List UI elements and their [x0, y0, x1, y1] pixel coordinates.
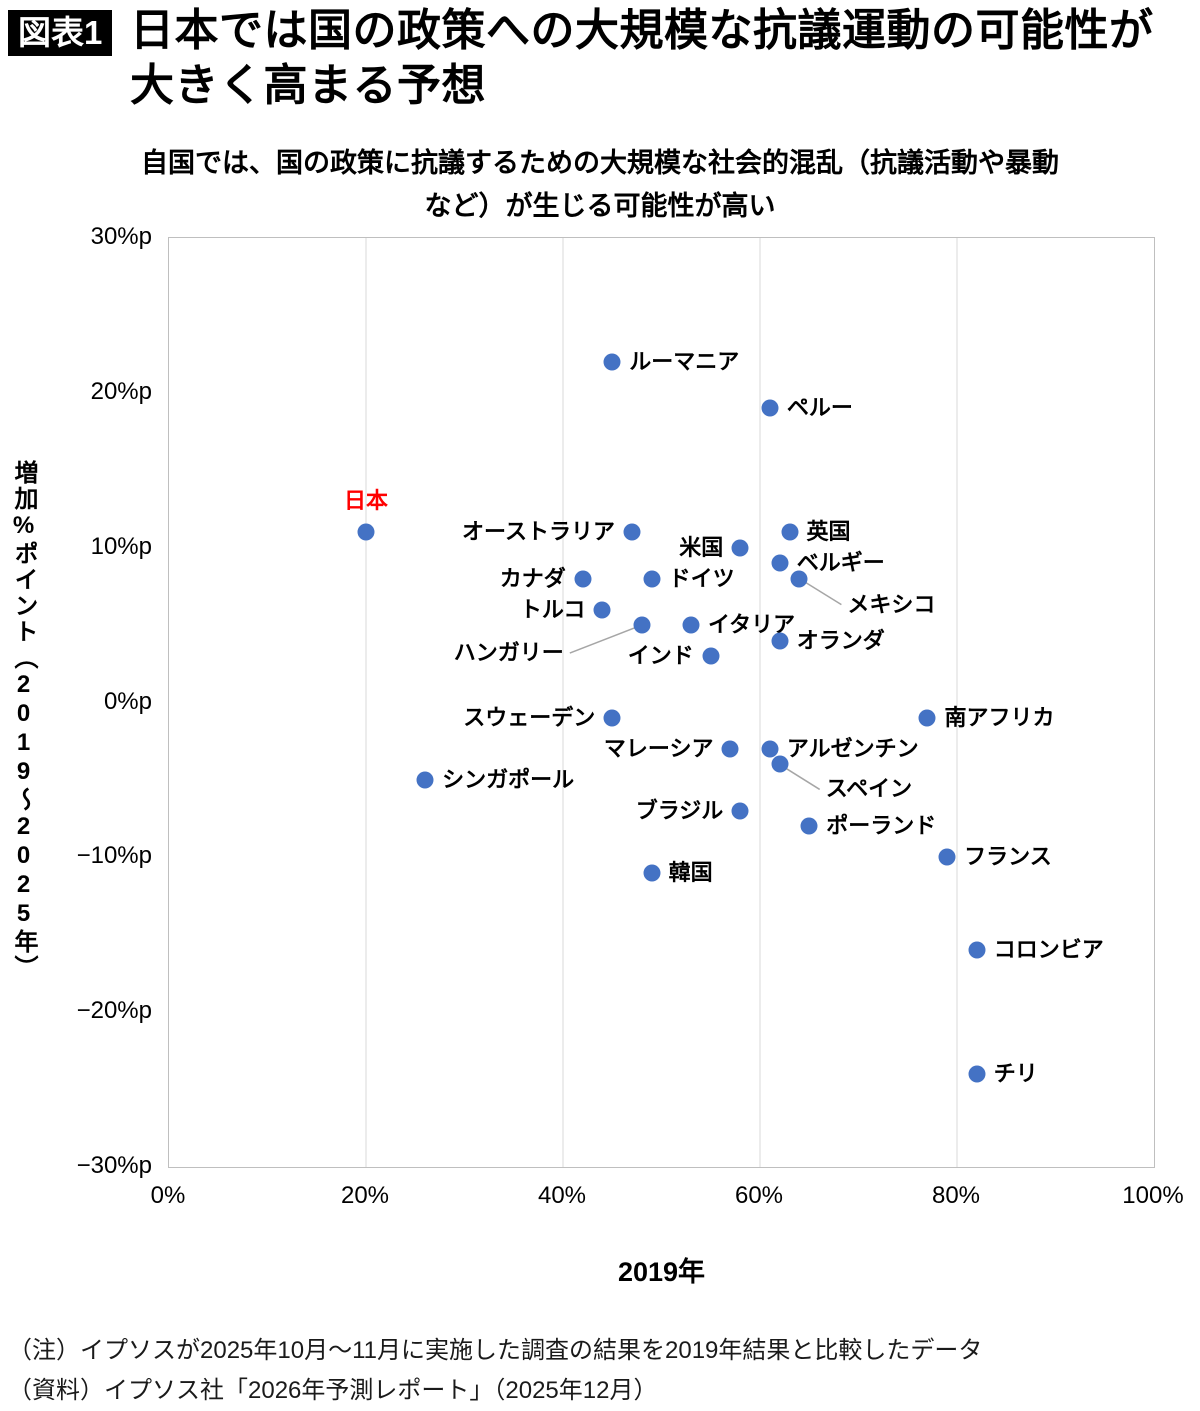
- data-point: [771, 554, 789, 572]
- footnotes: （注）イプソスが2025年10月～11月に実施した調査の結果を2019年結果と比…: [8, 1333, 982, 1411]
- y-tick-label: 0%p: [103, 687, 152, 715]
- data-point: [761, 740, 779, 758]
- data-point: [702, 647, 720, 665]
- x-tick-label: 20%: [340, 1182, 390, 1209]
- data-point: [623, 523, 641, 541]
- point-label: 英国: [806, 519, 851, 545]
- data-point: [633, 616, 651, 634]
- data-point: [790, 570, 808, 588]
- data-point: [574, 570, 592, 588]
- y-tick-label: −10%p: [76, 842, 152, 870]
- figure-title-line2: 大きく高まる予想: [130, 60, 486, 110]
- point-label: 米国: [679, 534, 724, 560]
- y-tick-label: −30%p: [76, 1152, 152, 1179]
- point-label: カナダ: [499, 565, 566, 591]
- data-point: [731, 539, 749, 557]
- point-label: 韓国: [668, 859, 713, 885]
- data-point: [721, 740, 739, 758]
- plot-area: ルーマニアペルー日本オーストラリア 英国米国ベルギーカナダ ドイツメキシコ トルコハン…: [168, 237, 1155, 1168]
- point-label: ベルギー: [796, 550, 885, 576]
- data-point: [593, 601, 611, 619]
- point-label: ペルー: [786, 395, 853, 421]
- chart-subtitle-line1: 自国では、国の政策に抗議するための大規模な社会的混乱（抗議活動や暴動: [141, 148, 1059, 178]
- figure-title-line1: 日本では国の政策への大規模な抗議運動の可能性が: [130, 6, 1154, 55]
- x-tick-label: 0%: [150, 1182, 186, 1209]
- data-point: [643, 570, 661, 588]
- figure-title: 日本では国の政策への大規模な抗議運動の可能性が 大きく高まる予想: [130, 4, 1196, 113]
- figure-badge: 図表1: [8, 10, 113, 57]
- chart-subtitle-line2: など）が生じる可能性が高い: [424, 191, 776, 222]
- point-label: スペイン: [825, 776, 913, 802]
- data-point: [771, 632, 789, 650]
- x-tick-label: 40%: [537, 1182, 587, 1209]
- point-label: オランダ: [796, 627, 885, 653]
- point-label: チリ: [993, 1061, 1038, 1087]
- data-point: [968, 941, 986, 959]
- note-line-1: （注）イプソスが2025年10月～11月に実施した調査の結果を2019年結果と比…: [8, 1337, 983, 1364]
- y-tick-label: −20%p: [76, 997, 152, 1025]
- point-label: シンガポール: [442, 766, 575, 792]
- point-label: フランス: [964, 844, 1052, 870]
- data-point: [938, 848, 956, 866]
- plot-canvas: [365, 238, 958, 1167]
- point-label: 南アフリカ: [944, 704, 1055, 730]
- x-axis-title: 2019年: [617, 1257, 706, 1287]
- point-label: インド: [627, 643, 694, 669]
- data-point: [416, 771, 434, 789]
- chart-subtitle: 自国では、国の政策に抗議するための大規模な社会的混乱（抗議活動や暴動 など）が生じ…: [0, 142, 1200, 228]
- point-label: オーストラリア: [462, 519, 615, 545]
- data-point: [781, 523, 799, 541]
- point-label: トルコ: [519, 596, 586, 622]
- point-label: ドイツ: [668, 565, 735, 591]
- point-label: ハンガリー: [453, 640, 564, 666]
- data-point: [761, 399, 779, 417]
- y-tick-label: 30%p: [90, 223, 152, 250]
- y-axis-title: 増加%ポイント（2019～2025年）: [10, 460, 37, 981]
- data-point: [800, 817, 818, 835]
- x-tick-label: 80%: [931, 1182, 981, 1209]
- point-label: ルーマニア: [629, 348, 740, 374]
- note-line-2: （資料）イプソス社「2026年予測レポート」（2025年12月）: [8, 1377, 658, 1404]
- point-label: コロンビア: [993, 937, 1104, 963]
- point-label: スウェーデン: [463, 704, 596, 730]
- data-point: [643, 864, 661, 882]
- point-label: 日本: [343, 488, 389, 514]
- data-point: [682, 616, 700, 634]
- point-label: アルゼンチン: [786, 735, 919, 761]
- data-point: [731, 802, 749, 820]
- point-label: イタリア: [708, 612, 796, 638]
- data-point: [968, 1065, 986, 1083]
- data-point: [357, 523, 375, 541]
- y-tick-label: 10%p: [90, 532, 152, 560]
- x-tick-label: 60%: [734, 1182, 784, 1209]
- data-point: [603, 353, 621, 371]
- data-point: [771, 755, 789, 773]
- point-label: メキシコ: [847, 591, 936, 617]
- point-label: ポーランド: [826, 813, 937, 839]
- data-point: [603, 709, 621, 727]
- y-tick-label: 20%p: [90, 377, 152, 405]
- point-label: ブラジル: [635, 797, 724, 823]
- x-tick-label: 100%: [1122, 1182, 1184, 1209]
- data-point: [918, 709, 936, 727]
- point-label: マレーシア: [603, 735, 714, 761]
